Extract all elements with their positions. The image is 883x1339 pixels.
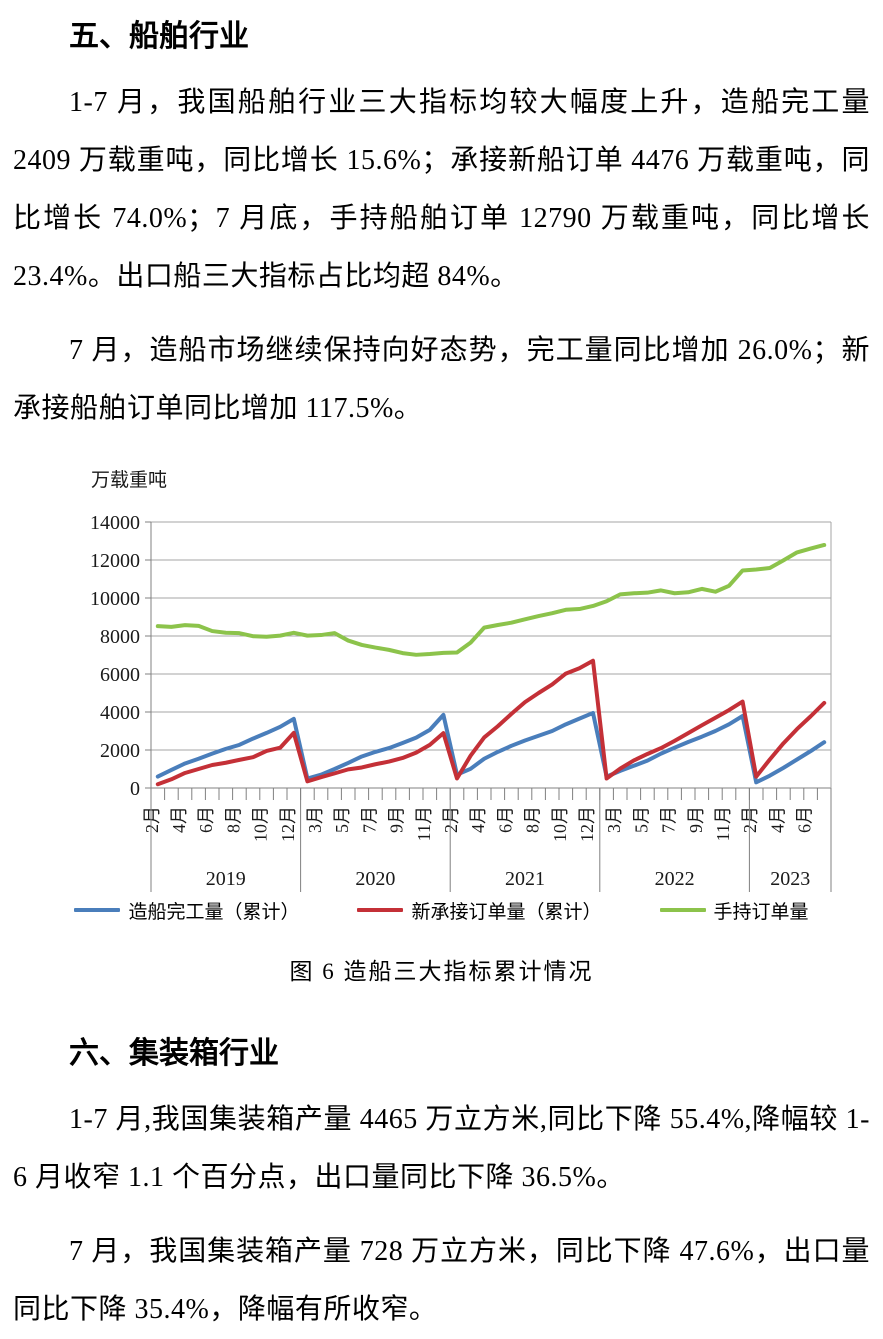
month-tick-label: 8月	[523, 806, 543, 833]
ship-paragraph-1: 1-7 月，我国船舶行业三大指标均较大幅度上升，造船完工量 2409 万载重吨，…	[13, 87, 870, 292]
month-tick-label: 11月	[414, 806, 434, 841]
y-tick-label: 4000	[100, 702, 140, 724]
month-tick-label: 4月	[169, 806, 189, 833]
month-tick-label: 10月	[251, 806, 271, 842]
month-tick-label: 3月	[305, 806, 325, 833]
month-tick-label: 5月	[332, 806, 352, 833]
chart-legend: 造船完工量（累计） 新承接订单量（累计） 手持订单量	[13, 897, 870, 923]
legend-item-0: 造船完工量（累计）	[74, 897, 299, 924]
container-paragraph-2: 7 月，我国集装箱产量 728 万立方米，同比下降 47.6%，出口量同比下降 …	[13, 1236, 870, 1325]
month-tick-label: 5月	[631, 806, 651, 833]
year-label: 2022	[655, 868, 695, 890]
y-tick-label: 0	[130, 778, 140, 800]
legend-label-2: 手持订单量	[713, 901, 809, 923]
ship-paragraph-2: 7 月，造船市场继续保持向好态势，完工量同比增加 26.0%；新承接船舶订单同比…	[13, 335, 870, 424]
month-tick-label: 6月	[795, 806, 815, 833]
legend-swatch-0	[74, 908, 121, 912]
y-tick-label: 8000	[100, 626, 140, 648]
legend-label-1: 新承接订单量（累计）	[411, 901, 602, 923]
ship-indicators-chart: 0 2000 4000 6000 8000 10000 12000 14000 万载重吨 2月 4月…	[13, 462, 870, 897]
month-tick-label: 3月	[604, 806, 624, 833]
month-tick-label: 7月	[659, 806, 679, 833]
series-line-1	[155, 658, 827, 787]
y-tick-label: 14000	[90, 512, 140, 534]
figure-6: 0 2000 4000 6000 8000 10000 12000 14000 万载重吨 2月 4月…	[13, 462, 870, 987]
year-label: 2021	[505, 868, 545, 890]
month-tick-label: 6月	[495, 806, 515, 833]
figure-caption: 图 6 造船三大指标累计情况	[289, 959, 594, 984]
section-ship-heading: 五、船舶行业	[69, 20, 249, 53]
month-tick-label: 2月	[441, 806, 461, 833]
month-tick-label: 6月	[196, 806, 216, 833]
month-tick-label: 10月	[550, 806, 570, 842]
legend-swatch-2	[659, 908, 706, 912]
ship-indicators-chart-svg: 0 2000 4000 6000 8000 10000 12000 14000 万载重吨 2月 4月…	[90, 469, 832, 892]
month-tick-label: 2月	[740, 806, 760, 833]
month-tick-label: 7月	[359, 806, 379, 833]
legend-item-1: 新承接订单量（累计）	[357, 897, 602, 924]
y-tick-label: 2000	[100, 740, 140, 762]
year-label: 2023	[770, 868, 810, 890]
series-line-0	[155, 710, 827, 785]
y-tick-label: 12000	[90, 550, 140, 572]
legend-item-2: 手持订单量	[659, 897, 809, 924]
y-axis-unit-label: 万载重吨	[91, 469, 167, 491]
container-paragraph-1: 1-7 月,我国集装箱产量 4465 万立方米,同比下降 55.4%,降幅较 1…	[13, 1104, 870, 1193]
y-tick-label: 6000	[100, 664, 140, 686]
month-tick-label: 11月	[713, 806, 733, 841]
legend-label-0: 造船完工量（累计）	[128, 901, 300, 923]
month-tick-label: 9月	[686, 806, 706, 833]
month-tick-label: 12月	[577, 806, 597, 842]
month-tick-label: 8月	[223, 806, 243, 833]
legend-swatch-1	[357, 908, 404, 912]
y-tick-label: 10000	[90, 588, 140, 610]
section-container-heading: 六、集装箱行业	[69, 1037, 279, 1070]
year-label: 2019	[206, 868, 246, 890]
series-line-2	[155, 542, 827, 657]
year-label: 2020	[355, 868, 395, 890]
month-tick-label: 4月	[767, 806, 787, 833]
month-tick-label: 4月	[468, 806, 488, 833]
month-tick-label: 9月	[387, 806, 407, 833]
month-tick-label: 2月	[142, 806, 162, 833]
month-tick-label: 12月	[278, 806, 298, 842]
